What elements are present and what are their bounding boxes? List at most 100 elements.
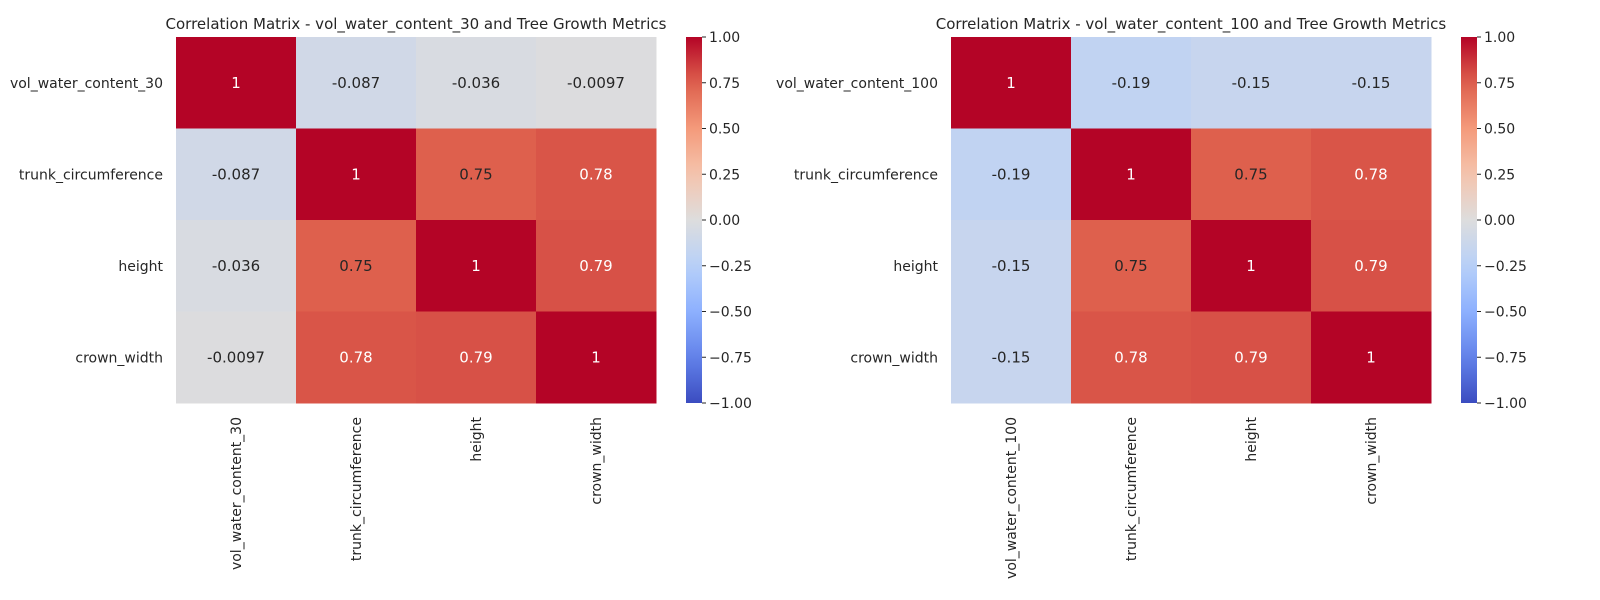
heatmap-cell	[1191, 220, 1312, 312]
heatmap-cell	[951, 128, 1072, 221]
cell-annotation: 0.79	[1354, 257, 1387, 275]
colorbar-tick-label: −0.75	[709, 350, 752, 366]
colorbar-tick-label: 0.50	[1484, 122, 1515, 138]
heatmap-cell	[1311, 37, 1432, 129]
heatmap-cell	[416, 311, 537, 404]
heatmap-cell	[1311, 220, 1432, 312]
row-tick-label: vol_water_content_100	[776, 76, 938, 92]
row-tick-label: trunk_circumference	[794, 167, 938, 183]
row-tick-label: crown_width	[850, 350, 938, 366]
cell-annotation: 0.79	[1234, 348, 1267, 366]
heatmap-cell	[951, 220, 1072, 312]
chart-title: Correlation Matrix - vol_water_content_1…	[936, 15, 1447, 34]
cell-annotation: 1	[351, 165, 361, 183]
cell-annotation: -0.15	[992, 348, 1031, 366]
col-tick-label: trunk_circumference	[349, 417, 365, 561]
col-tick-label: crown_width	[589, 417, 605, 505]
colorbar-tick-label: −0.50	[1484, 305, 1527, 321]
heatmap-cell	[416, 37, 537, 129]
colorbar-tick-label: 0.50	[709, 122, 740, 138]
cell-annotation: 0.79	[459, 348, 492, 366]
cell-annotation: 1	[1006, 74, 1016, 92]
colorbar-tick-label: −0.75	[1484, 350, 1527, 366]
cell-annotation: -0.036	[212, 257, 260, 275]
colorbar-tick-label: −0.25	[709, 259, 752, 275]
cell-annotation: -0.087	[332, 74, 380, 92]
colorbar-tick-label: 0.75	[709, 76, 740, 92]
heatmap-panel-1: Correlation Matrix - vol_water_content_3…	[10, 15, 752, 570]
cell-annotation: 1	[471, 257, 481, 275]
cell-annotation: 0.78	[1114, 348, 1147, 366]
heatmap-cell	[296, 128, 417, 221]
colorbar-tick-label: 0.75	[1484, 76, 1515, 92]
colorbar-tick-label: 0.00	[1484, 213, 1515, 229]
row-tick-label: height	[118, 259, 163, 275]
cell-annotation: 0.78	[339, 348, 372, 366]
colorbar-tick-label: 0.25	[709, 167, 740, 183]
cell-annotation: -0.087	[212, 165, 260, 183]
heatmap-cell	[1071, 311, 1192, 404]
chart-title: Correlation Matrix - vol_water_content_3…	[166, 15, 667, 34]
heatmap-cell	[416, 220, 537, 312]
colorbar-tick-label: 0.25	[1484, 167, 1515, 183]
colorbar-tick-label: −0.50	[709, 305, 752, 321]
heatmap-cell	[1311, 128, 1432, 221]
heatmap-cell	[536, 311, 657, 404]
cell-annotation: -0.0097	[207, 348, 265, 366]
cell-annotation: -0.0097	[567, 74, 625, 92]
heatmap-cell	[1191, 128, 1312, 221]
col-tick-label: vol_water_content_30	[229, 417, 245, 570]
row-tick-label: height	[893, 259, 938, 275]
cell-annotation: 0.78	[579, 165, 612, 183]
cell-annotation: -0.15	[1232, 74, 1271, 92]
colorbar-tick-label: −1.00	[1484, 396, 1527, 412]
heatmap-cell	[536, 220, 657, 312]
cell-annotation: 0.75	[339, 257, 372, 275]
heatmap-cell	[951, 311, 1072, 404]
cell-annotation: -0.19	[1112, 74, 1151, 92]
heatmap-cell	[536, 128, 657, 221]
heatmap-cell	[1191, 37, 1312, 129]
cell-annotation: 1	[1126, 165, 1136, 183]
heatmap-cell	[951, 37, 1072, 129]
row-tick-label: trunk_circumference	[19, 167, 163, 183]
heatmap-cell	[176, 311, 297, 404]
colorbar	[686, 37, 702, 403]
heatmap-panel-2: Correlation Matrix - vol_water_content_1…	[776, 15, 1527, 579]
colorbar-tick-label: −0.25	[1484, 259, 1527, 275]
cell-annotation: -0.19	[992, 165, 1031, 183]
cell-annotation: 0.78	[1354, 165, 1387, 183]
cell-annotation: -0.15	[1352, 74, 1391, 92]
col-tick-label: vol_water_content_100	[1004, 417, 1020, 579]
col-tick-label: height	[469, 416, 485, 461]
col-tick-label: trunk_circumference	[1124, 417, 1140, 561]
heatmap-cell	[176, 128, 297, 221]
cell-annotation: 1	[231, 74, 241, 92]
cell-annotation: 1	[1246, 257, 1256, 275]
heatmap-cell	[296, 220, 417, 312]
heatmap-cell	[296, 311, 417, 404]
colorbar-tick-label: 1.00	[709, 30, 740, 46]
heatmap-cell	[416, 128, 537, 221]
heatmap-cell	[1071, 37, 1192, 129]
heatmap-cell	[536, 37, 657, 129]
heatmap-cell	[1071, 220, 1192, 312]
cell-annotation: -0.036	[452, 74, 500, 92]
cell-annotation: 1	[591, 348, 601, 366]
heatmap-cell	[296, 37, 417, 129]
colorbar	[1461, 37, 1477, 403]
heatmap-cell	[1191, 311, 1312, 404]
col-tick-label: crown_width	[1364, 417, 1380, 505]
cell-annotation: 0.79	[579, 257, 612, 275]
colorbar-tick-label: −1.00	[709, 396, 752, 412]
heatmap-cell	[1071, 128, 1192, 221]
heatmap-cell	[176, 220, 297, 312]
row-tick-label: vol_water_content_30	[10, 76, 163, 92]
heatmap-cell	[176, 37, 297, 129]
heatmap-cell	[1311, 311, 1432, 404]
cell-annotation: 1	[1366, 348, 1376, 366]
colorbar-tick-label: 0.00	[709, 213, 740, 229]
cell-annotation: 0.75	[459, 165, 492, 183]
row-tick-label: crown_width	[75, 350, 163, 366]
